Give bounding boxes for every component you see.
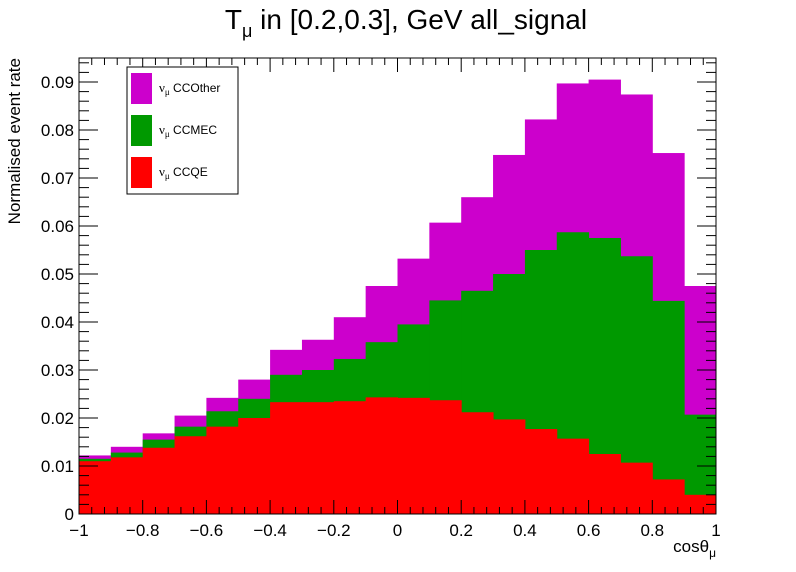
- legend-swatch-2: [131, 157, 152, 188]
- bar-ccqe-10: [397, 397, 430, 514]
- series-ccqe: [79, 397, 717, 514]
- legend-label-2: νμ CCQE: [159, 164, 208, 181]
- y-tick-label: 0.06: [41, 217, 74, 236]
- x-axis-title-sub: μ: [709, 546, 716, 560]
- bar-ccqe-1: [110, 457, 144, 514]
- bar-ccqe-19: [684, 494, 717, 514]
- legend-label-main: ν: [159, 80, 165, 95]
- legend-label-0: νμ CCOther: [159, 80, 220, 97]
- legend-label-sub: μ: [165, 171, 170, 181]
- bar-ccqe-5: [238, 418, 271, 514]
- x-axis-title: cosθμ: [673, 537, 716, 560]
- y-tick-labels: 0 0.01 0.02 0.03 0.04 0.05 0.06 0.07 0.08 0.09: [41, 73, 74, 524]
- bar-ccqe-13: [493, 419, 526, 514]
- chart-title-main: T: [225, 4, 242, 35]
- x-tick-label: 0.2: [449, 521, 473, 540]
- legend-label-text: CCMEC: [170, 123, 218, 137]
- bar-ccqe-15: [556, 438, 590, 514]
- axis-ticks: [78, 58, 717, 515]
- y-tick-label: 0.02: [41, 409, 74, 428]
- y-axis-title: Normalised event rate: [5, 58, 24, 224]
- x-tick-labels: −1 −0.8 −0.6 −0.4 −0.2 0 0.2 0.4 0.6 0.8 1: [69, 521, 720, 540]
- bar-ccqe-14: [524, 429, 558, 514]
- chart-title-rest: in [0.2,0.3], GeV all_signal: [252, 4, 587, 35]
- y-tick-label: 0.08: [41, 121, 74, 140]
- bar-ccqe-7: [301, 402, 335, 514]
- y-tick-label: 0.05: [41, 265, 74, 284]
- x-tick-label: −0.4: [253, 521, 287, 540]
- legend-label-text: CCOther: [170, 81, 221, 95]
- x-tick-label: −0.2: [317, 521, 351, 540]
- bar-ccqe-16: [588, 454, 621, 514]
- y-tick-label: 0.01: [41, 457, 74, 476]
- bar-ccqe-0: [79, 461, 112, 514]
- y-tick-label: 0.09: [41, 73, 74, 92]
- bar-ccqe-6: [270, 402, 303, 514]
- bar-ccqe-17: [620, 462, 653, 514]
- y-tick-label: 0.04: [41, 313, 74, 332]
- x-tick-label: −0.8: [126, 521, 160, 540]
- bar-ccqe-9: [365, 397, 398, 514]
- x-tick-label: −0.6: [190, 521, 224, 540]
- x-tick-label: −1: [69, 521, 88, 540]
- bar-ccqe-18: [652, 479, 685, 514]
- histogram-bars: [79, 79, 717, 515]
- x-tick-label: 0.8: [640, 521, 664, 540]
- legend-label-sub: μ: [165, 129, 170, 139]
- bar-ccqe-12: [461, 412, 494, 514]
- x-axis-title-main: cosθ: [673, 537, 709, 556]
- legend-label-main: ν: [159, 122, 165, 137]
- chart-title-sub: μ: [242, 21, 252, 41]
- legend-label-main: ν: [159, 164, 165, 179]
- bar-ccmec-18: [652, 300, 685, 514]
- x-tick-label: 1: [711, 521, 720, 540]
- chart-title: Tμ in [0.2,0.3], GeV all_signal: [225, 4, 587, 41]
- x-tick-label: 0.6: [577, 521, 601, 540]
- legend-swatch-0: [131, 73, 152, 104]
- x-tick-label: 0: [393, 521, 402, 540]
- bar-ccqe-8: [333, 401, 367, 514]
- bar-ccqe-11: [429, 400, 462, 514]
- bar-ccqe-4: [206, 426, 239, 514]
- y-tick-label: 0.03: [41, 361, 74, 380]
- y-tick-label: 0: [65, 505, 74, 524]
- bar-ccqe-2: [142, 447, 176, 514]
- legend-label-sub: μ: [165, 87, 170, 97]
- legend-swatch-1: [131, 115, 152, 146]
- legend-label-text: CCQE: [170, 165, 208, 179]
- bar-ccqe-3: [174, 436, 207, 514]
- y-tick-label: 0.07: [41, 169, 74, 188]
- legend-label-1: νμ CCMEC: [159, 122, 217, 139]
- x-tick-label: 0.4: [513, 521, 537, 540]
